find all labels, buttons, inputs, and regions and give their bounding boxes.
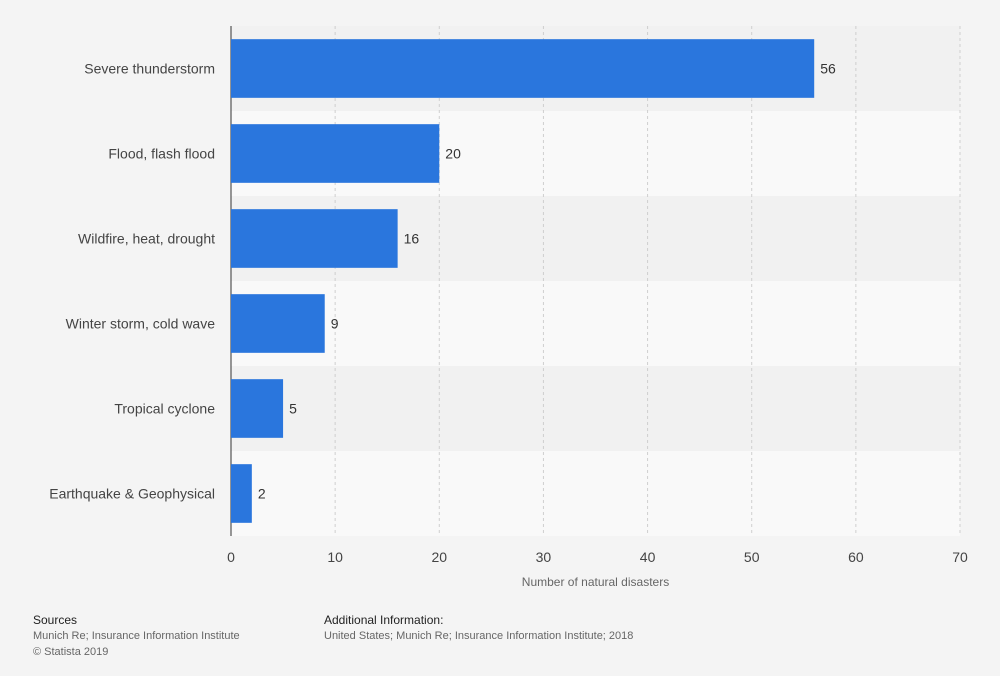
bar [231, 39, 815, 98]
category-label: Severe thunderstorm [84, 61, 215, 77]
copyright-text: © Statista 2019 [33, 646, 109, 658]
data-label: 9 [331, 316, 339, 332]
bar [231, 124, 440, 183]
category-label: Tropical cyclone [114, 401, 215, 417]
sources-text: Munich Re; Insurance Information Institu… [33, 630, 240, 642]
data-label: 5 [289, 401, 297, 417]
x-axis-title: Number of natural disasters [522, 575, 669, 589]
data-label: 56 [820, 61, 836, 77]
row-band [231, 366, 960, 451]
x-tick-label: 10 [327, 549, 343, 565]
data-label: 20 [445, 146, 461, 162]
info-title: Additional Information: [324, 613, 444, 627]
x-tick-label: 60 [848, 549, 864, 565]
bar [231, 379, 284, 438]
bar [231, 209, 398, 268]
footer-additional-info: Additional Information: United States; M… [324, 612, 633, 644]
category-label: Winter storm, cold wave [66, 316, 216, 332]
data-label: 2 [258, 486, 266, 502]
bar [231, 464, 252, 523]
category-label: Wildfire, heat, drought [78, 231, 215, 247]
footer-sources: Sources Munich Re; Insurance Information… [33, 612, 240, 660]
category-label: Flood, flash flood [108, 146, 215, 162]
x-tick-label: 50 [744, 549, 760, 565]
category-label: Earthquake & Geophysical [49, 486, 215, 502]
x-tick-label: 70 [952, 549, 968, 565]
row-band [231, 281, 960, 366]
x-tick-label: 30 [536, 549, 552, 565]
x-tick-label: 40 [640, 549, 656, 565]
sources-title: Sources [33, 613, 78, 627]
x-tick-label: 20 [431, 549, 447, 565]
x-tick-label: 0 [227, 549, 235, 565]
row-band [231, 451, 960, 536]
bar [231, 294, 325, 353]
data-label: 16 [404, 231, 420, 247]
info-text: United States; Munich Re; Insurance Info… [324, 630, 634, 642]
